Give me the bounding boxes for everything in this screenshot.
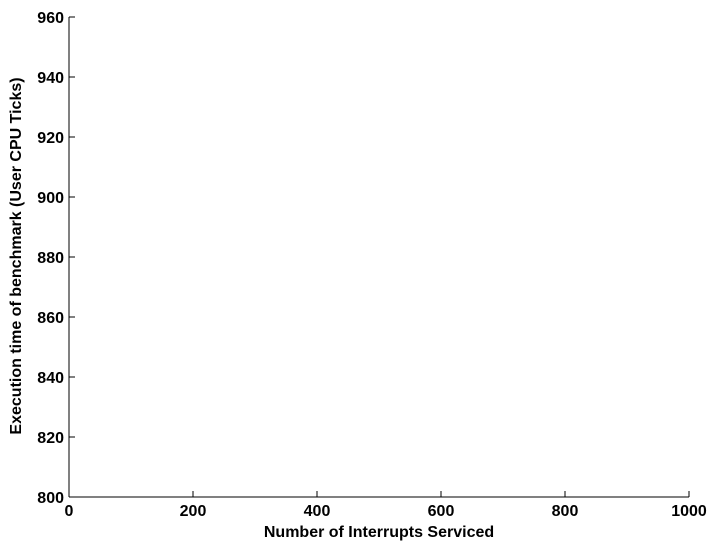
x-tick-label: 0 (65, 503, 74, 520)
x-tick-label: 800 (552, 503, 579, 520)
x-axis-ticks: 0 200 400 600 800 1000 (65, 491, 707, 520)
y-tick-label: 940 (37, 70, 64, 87)
x-tick-label: 600 (428, 503, 455, 520)
x-axis-label: Number of Interrupts Serviced (264, 524, 494, 541)
y-axis-label: Execution time of benchmark (User CPU Ti… (8, 77, 25, 434)
y-tick-label: 900 (37, 190, 64, 207)
y-tick-label: 880 (37, 250, 64, 267)
y-tick-label: 820 (37, 430, 64, 447)
y-axis-ticks: 800 820 840 860 880 900 920 940 960 (37, 10, 75, 507)
x-tick-label: 200 (180, 503, 207, 520)
y-tick-label: 800 (37, 490, 64, 507)
x-tick-label: 400 (304, 503, 331, 520)
y-tick-label: 860 (37, 310, 64, 327)
plot-area (68, 17, 689, 498)
x-tick-label: 1000 (671, 503, 707, 520)
y-tick-label: 960 (37, 10, 64, 27)
y-tick-label: 840 (37, 370, 64, 387)
y-tick-label: 920 (37, 130, 64, 147)
